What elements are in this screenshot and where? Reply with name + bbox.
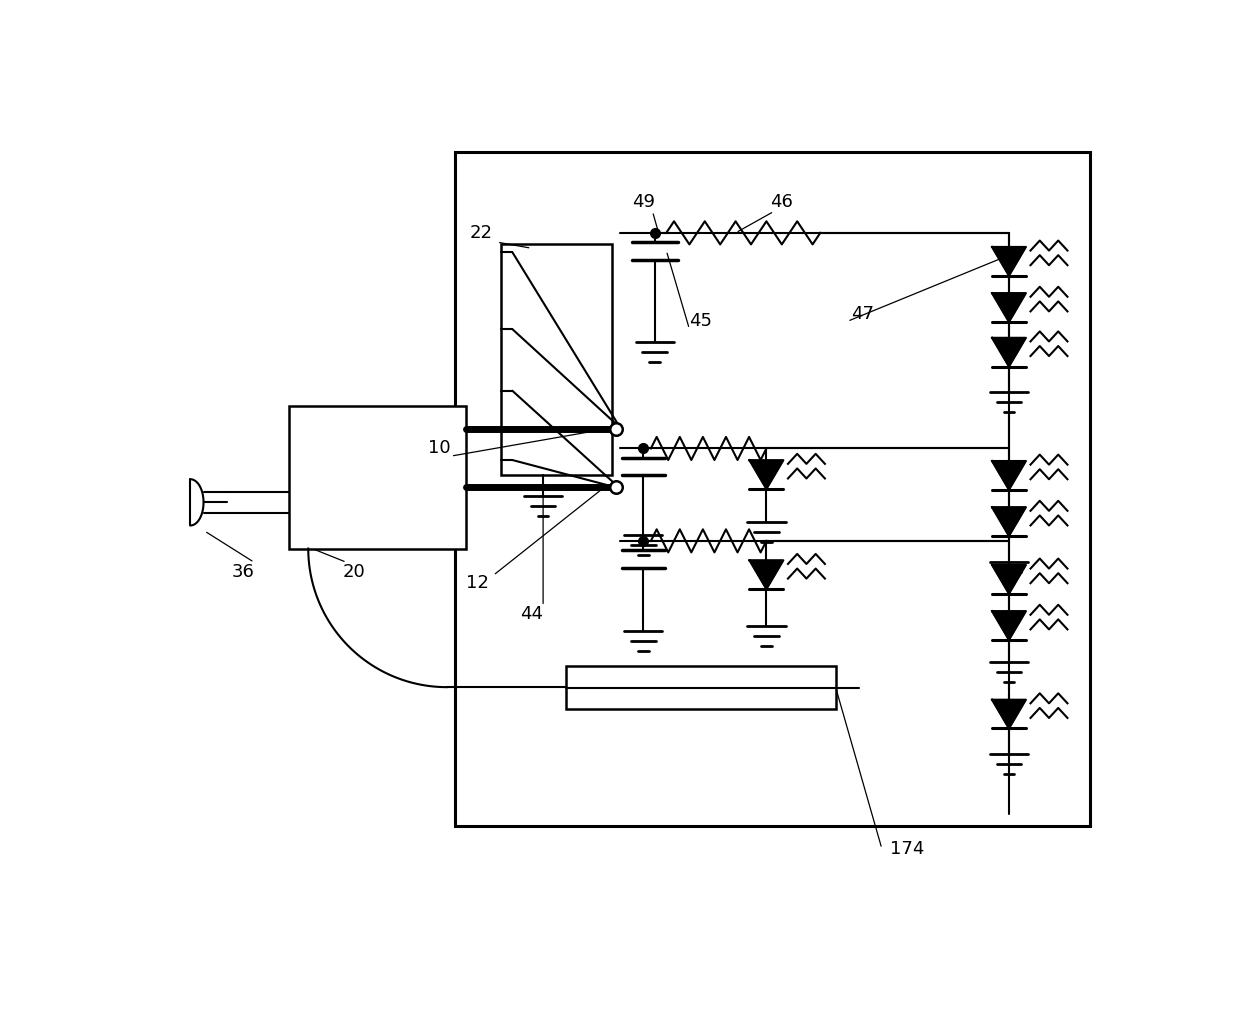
Text: 44: 44 bbox=[520, 605, 543, 623]
Bar bbox=[289, 406, 466, 548]
Text: 49: 49 bbox=[631, 193, 655, 211]
Polygon shape bbox=[992, 293, 1025, 322]
Polygon shape bbox=[992, 461, 1025, 490]
Polygon shape bbox=[992, 246, 1025, 276]
Bar bbox=[501, 244, 613, 476]
Bar bbox=[455, 152, 1090, 826]
Polygon shape bbox=[749, 461, 784, 489]
Polygon shape bbox=[749, 561, 784, 589]
Text: 12: 12 bbox=[466, 575, 489, 592]
Text: 20: 20 bbox=[343, 563, 366, 581]
Bar bbox=[567, 667, 836, 709]
Text: 45: 45 bbox=[689, 312, 713, 330]
Text: 10: 10 bbox=[428, 439, 450, 458]
Polygon shape bbox=[992, 337, 1025, 367]
Polygon shape bbox=[992, 507, 1025, 536]
Text: 22: 22 bbox=[470, 224, 494, 241]
Polygon shape bbox=[992, 565, 1025, 594]
Polygon shape bbox=[992, 700, 1025, 728]
Text: 46: 46 bbox=[770, 193, 794, 211]
Text: 174: 174 bbox=[889, 840, 924, 857]
Polygon shape bbox=[992, 611, 1025, 640]
Text: 36: 36 bbox=[232, 563, 254, 581]
Text: 47: 47 bbox=[851, 305, 874, 323]
